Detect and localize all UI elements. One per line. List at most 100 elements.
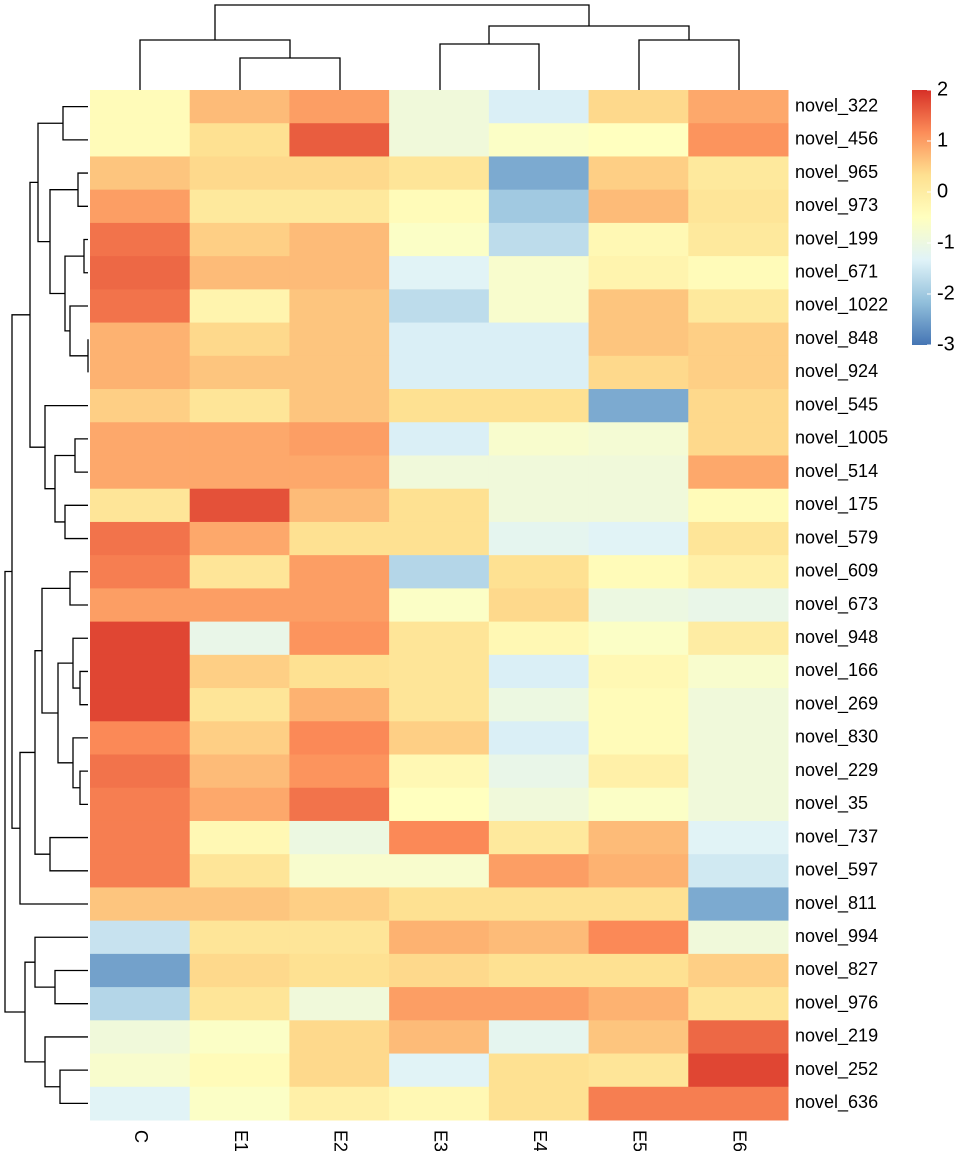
heatmap-cell bbox=[488, 521, 590, 556]
color-bar-label: -3 bbox=[937, 333, 955, 355]
row-label: novel_219 bbox=[795, 1026, 878, 1047]
heatmap-cell bbox=[488, 1020, 590, 1055]
heatmap-cell bbox=[289, 521, 390, 556]
heatmap-cell bbox=[688, 90, 789, 124]
heatmap-cell bbox=[189, 621, 290, 656]
column-dendrogram bbox=[139, 4, 740, 90]
heatmap-cell bbox=[189, 123, 290, 157]
heatmap-cell bbox=[488, 422, 590, 456]
row-label: novel_199 bbox=[795, 228, 878, 249]
heatmap-cell bbox=[688, 156, 789, 191]
heatmap-cell bbox=[488, 754, 590, 789]
heatmap-cell bbox=[588, 854, 689, 888]
heatmap-cell bbox=[189, 555, 290, 589]
heatmap-cell bbox=[389, 854, 490, 888]
heatmap-cell bbox=[189, 289, 290, 324]
heatmap-cell bbox=[189, 422, 290, 456]
heatmap-cell bbox=[588, 887, 689, 922]
heatmap-cell bbox=[189, 355, 290, 390]
heatmap-cell bbox=[588, 555, 689, 589]
heatmap-cell bbox=[389, 322, 490, 357]
row-label: novel_269 bbox=[795, 693, 878, 714]
heatmap-cell bbox=[488, 721, 590, 756]
heatmap-cell bbox=[588, 987, 689, 1021]
heatmap-cell bbox=[90, 422, 191, 456]
heatmap-cell bbox=[289, 355, 390, 390]
heatmap-cell bbox=[688, 588, 789, 623]
heatmap-cell bbox=[289, 721, 390, 756]
heatmap-cell bbox=[488, 488, 590, 523]
heatmap-cell bbox=[389, 1020, 490, 1055]
heatmap-cell bbox=[488, 787, 590, 822]
heatmap-cell bbox=[90, 289, 191, 324]
heatmap-cell bbox=[588, 222, 689, 257]
row-label: novel_671 bbox=[795, 261, 878, 282]
heatmap-cell bbox=[588, 1086, 689, 1121]
heatmap-cell bbox=[588, 123, 689, 157]
heatmap-cell bbox=[90, 588, 191, 623]
heatmap-cell bbox=[688, 455, 789, 490]
heatmap-cell bbox=[189, 189, 290, 224]
column-label: E1 bbox=[231, 1130, 251, 1151]
heatmap-cell bbox=[189, 156, 290, 191]
row-label: novel_827 bbox=[795, 959, 878, 980]
heatmap-cell bbox=[688, 754, 789, 789]
heatmap-cell bbox=[588, 953, 689, 988]
row-dendrogram bbox=[4, 105, 89, 1105]
heatmap-cell bbox=[688, 654, 789, 689]
heatmap-cell bbox=[289, 754, 390, 789]
heatmap-cell bbox=[289, 1086, 390, 1121]
row-label: novel_1022 bbox=[795, 295, 888, 316]
heatmap-cell bbox=[688, 389, 789, 423]
row-label: novel_545 bbox=[795, 394, 878, 415]
heatmap-cell bbox=[189, 1020, 290, 1055]
heatmap-cell bbox=[289, 654, 390, 689]
row-label: novel_973 bbox=[795, 195, 878, 216]
heatmap-cell bbox=[588, 688, 689, 722]
heatmap-cell bbox=[688, 920, 789, 955]
color-bar bbox=[912, 90, 931, 345]
row-label: novel_976 bbox=[795, 992, 878, 1013]
heatmap-cell bbox=[289, 222, 390, 257]
heatmap-cell bbox=[289, 256, 390, 290]
heatmap-cell bbox=[189, 854, 290, 888]
heatmap-cell bbox=[588, 820, 689, 855]
row-label: novel_848 bbox=[795, 328, 878, 349]
heatmap-cell bbox=[688, 787, 789, 822]
heatmap-cell bbox=[90, 322, 191, 357]
heatmap-cell bbox=[488, 389, 590, 423]
heatmap-cell bbox=[389, 256, 490, 290]
row-label: novel_322 bbox=[795, 95, 878, 116]
heatmap-cell bbox=[90, 355, 191, 390]
heatmap-cell bbox=[389, 953, 490, 988]
heatmap-cell bbox=[389, 1086, 490, 1121]
heatmap-cell bbox=[389, 920, 490, 955]
heatmap-cell bbox=[189, 654, 290, 689]
color-bar-label: 0 bbox=[937, 180, 948, 202]
heatmap-cell bbox=[90, 521, 191, 556]
heatmap-cell bbox=[90, 1086, 191, 1121]
row-label: novel_229 bbox=[795, 760, 878, 781]
heatmap-cell bbox=[90, 887, 191, 922]
heatmap-cell bbox=[588, 422, 689, 456]
heatmap-cell bbox=[189, 820, 290, 855]
heatmap-cell bbox=[488, 455, 590, 490]
row-label: novel_514 bbox=[795, 461, 878, 482]
heatmap-cell bbox=[90, 654, 191, 689]
heatmap-cell bbox=[189, 721, 290, 756]
heatmap-cell bbox=[389, 156, 490, 191]
heatmap-cell bbox=[189, 688, 290, 722]
row-label: novel_597 bbox=[795, 860, 878, 881]
heatmap-cell bbox=[688, 820, 789, 855]
heatmap-cell bbox=[488, 588, 590, 623]
row-label: novel_965 bbox=[795, 162, 878, 183]
heatmap-cell bbox=[189, 1053, 290, 1088]
heatmap-cell bbox=[90, 256, 191, 290]
heatmap-cell bbox=[389, 521, 490, 556]
heatmap-cell bbox=[90, 754, 191, 789]
heatmap-cell bbox=[688, 123, 789, 157]
heatmap-cell bbox=[588, 654, 689, 689]
heatmap-cell bbox=[389, 222, 490, 257]
heatmap-cell bbox=[289, 90, 390, 124]
heatmap-cell bbox=[488, 555, 590, 589]
